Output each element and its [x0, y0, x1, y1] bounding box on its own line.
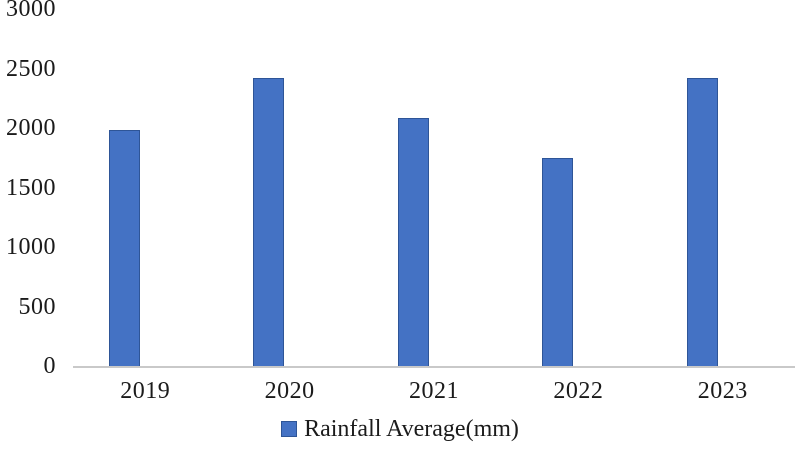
y-tick-label-3000: 3000 [6, 0, 56, 22]
bar-2019 [109, 130, 140, 366]
bar-2021 [397, 118, 429, 366]
legend: Rainfall Average(mm) [0, 416, 800, 442]
x-tick-label-2022: 2022 [553, 378, 604, 404]
bar-2023 [686, 78, 718, 366]
x-tick-label-2019: 2019 [120, 378, 171, 404]
y-tick-label-2000: 2000 [6, 115, 56, 141]
x-tick-label-2023: 2023 [697, 378, 748, 404]
legend-swatch-icon [281, 421, 298, 438]
y-tick-label-1000: 1000 [6, 234, 56, 260]
legend-series-label: Rainfall Average(mm) [304, 416, 519, 442]
x-axis-line [73, 366, 795, 368]
x-tick-label-2021: 2021 [409, 378, 459, 404]
y-tick-label-500: 500 [18, 293, 56, 320]
bar-2022 [542, 157, 574, 366]
y-tick-label-2500: 2500 [6, 55, 56, 82]
y-tick-label-0: 0 [43, 353, 56, 379]
y-tick-label-1500: 1500 [6, 174, 56, 201]
bar-2020 [253, 78, 285, 366]
x-tick-label-2020: 2020 [264, 378, 315, 404]
